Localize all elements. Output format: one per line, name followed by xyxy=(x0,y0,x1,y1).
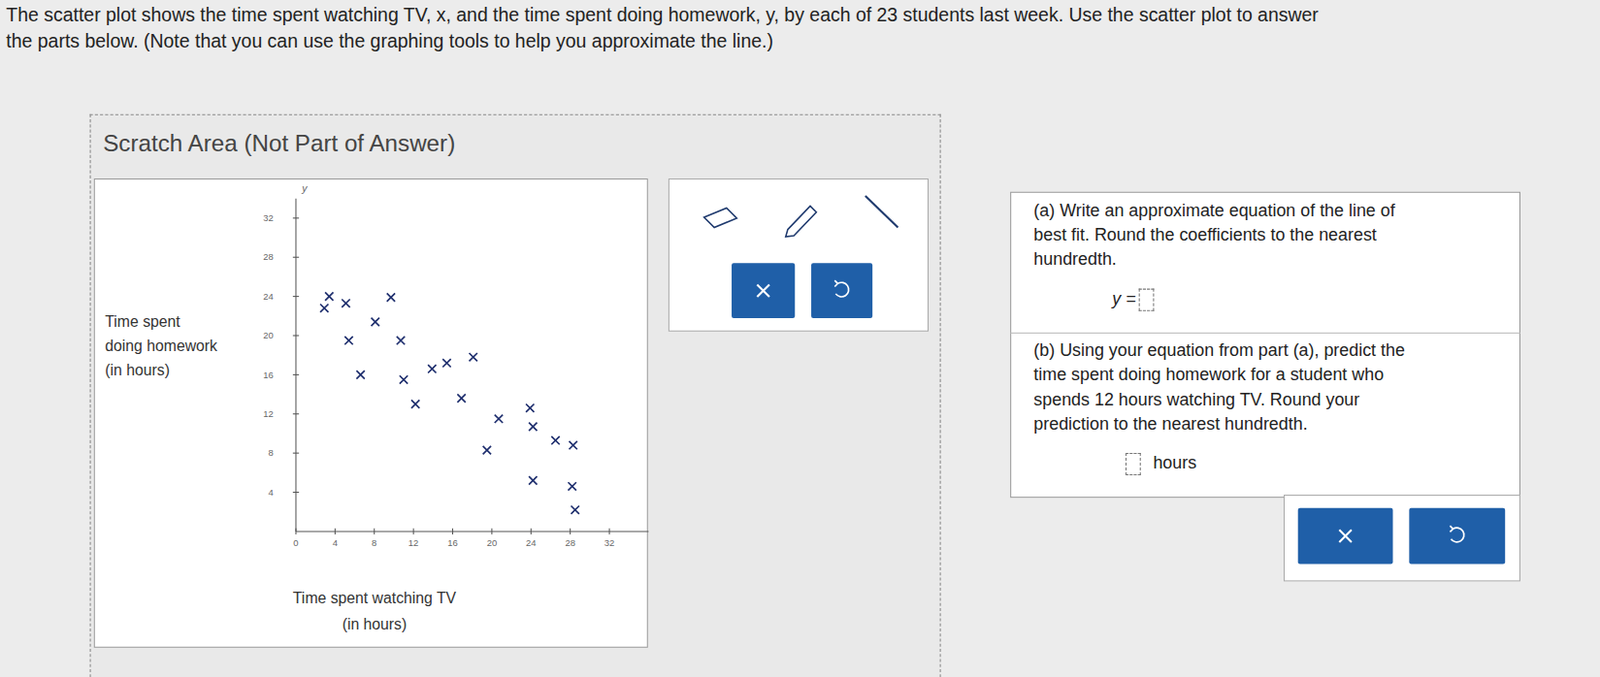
y-axis-name: y xyxy=(300,182,308,195)
x-tick xyxy=(530,528,532,535)
y-tick xyxy=(293,295,299,297)
plot-frame xyxy=(94,178,649,649)
x-tick xyxy=(609,528,611,535)
x-tick xyxy=(413,528,415,535)
point xyxy=(571,505,580,514)
y-label: (in hours) xyxy=(104,361,170,379)
y-tick-label: 8 xyxy=(268,447,274,458)
y-tick-label: 16 xyxy=(262,369,274,381)
eraser-icon xyxy=(704,208,738,229)
point xyxy=(551,436,559,445)
x-tick-label: 12 xyxy=(408,537,420,549)
x-tick-label: 0 xyxy=(293,537,298,549)
x-tick-label: 16 xyxy=(447,537,458,549)
y-tick-label: 32 xyxy=(262,212,274,224)
part-b-line: time spent doing homework for a student … xyxy=(1033,364,1384,386)
answer-clear-button xyxy=(1298,508,1394,565)
point xyxy=(442,359,451,367)
x-tick-label: 8 xyxy=(371,537,377,549)
answer-undo-button-icon xyxy=(1449,525,1464,543)
toolbar xyxy=(668,178,929,332)
x-tick-label: 24 xyxy=(525,537,537,549)
part-a-line: best fit. Round the coefficients to the … xyxy=(1033,225,1376,246)
line-icon xyxy=(865,195,899,229)
y-tick xyxy=(293,413,299,415)
point xyxy=(469,353,478,361)
x-tick xyxy=(334,528,336,535)
y-tick xyxy=(293,374,299,376)
y-tick-label: 4 xyxy=(268,487,274,498)
y-label: Time spent xyxy=(104,313,181,330)
answer-undo-button xyxy=(1408,508,1505,565)
hours-unit: hours xyxy=(1152,453,1197,474)
point xyxy=(411,399,420,408)
point xyxy=(494,415,503,424)
point xyxy=(528,476,537,485)
y-tick xyxy=(293,217,299,219)
x-tick xyxy=(373,528,375,535)
x-axis xyxy=(295,530,649,532)
point xyxy=(396,336,405,345)
point xyxy=(325,292,333,300)
point xyxy=(528,423,537,431)
x-tick-label: 28 xyxy=(564,537,576,549)
point xyxy=(371,318,380,327)
divider xyxy=(1010,332,1521,334)
x-tick xyxy=(569,528,571,535)
x-tick xyxy=(294,528,296,535)
point xyxy=(320,304,328,313)
clear-button xyxy=(731,262,795,319)
x-label: (in hours) xyxy=(342,616,408,633)
y-tick xyxy=(293,453,299,455)
undo-button xyxy=(811,262,873,319)
point xyxy=(567,482,576,490)
point xyxy=(483,446,491,455)
answer-input-b[interactable] xyxy=(1125,453,1142,476)
part-a-line: (a) Write an approximate equation of the… xyxy=(1033,200,1395,222)
y-axis xyxy=(294,198,296,532)
point xyxy=(344,336,353,345)
y-tick xyxy=(293,257,299,259)
point xyxy=(341,298,350,307)
point xyxy=(568,441,577,450)
y-tick-label: 28 xyxy=(262,251,274,262)
part-b-line: spends 12 hours watching TV. Round your xyxy=(1033,390,1360,411)
intro-line: The scatter plot shows the time spent wa… xyxy=(5,3,1319,27)
point xyxy=(525,403,534,412)
clear-button-icon xyxy=(756,284,770,297)
y-tick-label: 12 xyxy=(262,408,274,420)
undo-button-icon xyxy=(834,280,849,297)
y-tick xyxy=(293,334,299,336)
answer-clear-button-icon xyxy=(1338,529,1352,543)
point xyxy=(356,370,364,379)
point xyxy=(399,375,408,384)
part-b-line: (b) Using your equation from part (a), p… xyxy=(1033,340,1405,361)
points xyxy=(320,292,580,515)
y-equals: y = xyxy=(1111,290,1136,311)
x-label: Time spent watching TV xyxy=(293,589,458,607)
y-tick xyxy=(293,491,299,493)
intro-line: the parts below. (Note that you can use … xyxy=(5,31,774,54)
point xyxy=(457,393,465,402)
part-a-line: hundredth. xyxy=(1033,250,1116,271)
pencil-icon xyxy=(785,205,817,237)
point xyxy=(427,364,436,373)
scratch-title: Scratch Area (Not Part of Answer) xyxy=(102,130,456,158)
page: The scatter plot shows the time spent wa… xyxy=(0,0,1600,677)
x-tick-label: 4 xyxy=(332,537,338,549)
y-tick-label: 24 xyxy=(262,291,274,302)
y-label: doing homework xyxy=(104,337,218,355)
point xyxy=(387,293,395,301)
x-tick-label: 20 xyxy=(487,537,498,549)
answer-input-a[interactable] xyxy=(1139,289,1155,312)
x-tick xyxy=(490,528,492,535)
y-tick-label: 20 xyxy=(262,329,274,341)
overlay: 0 4 8 12 16 20 24 28 32 4 8 12 16 20 24 28 32 y Time spent… xyxy=(0,0,1600,677)
part-b-line: prediction to the nearest hundredth. xyxy=(1033,414,1307,435)
x-tick-label: 32 xyxy=(604,537,616,549)
x-tick xyxy=(452,528,454,535)
